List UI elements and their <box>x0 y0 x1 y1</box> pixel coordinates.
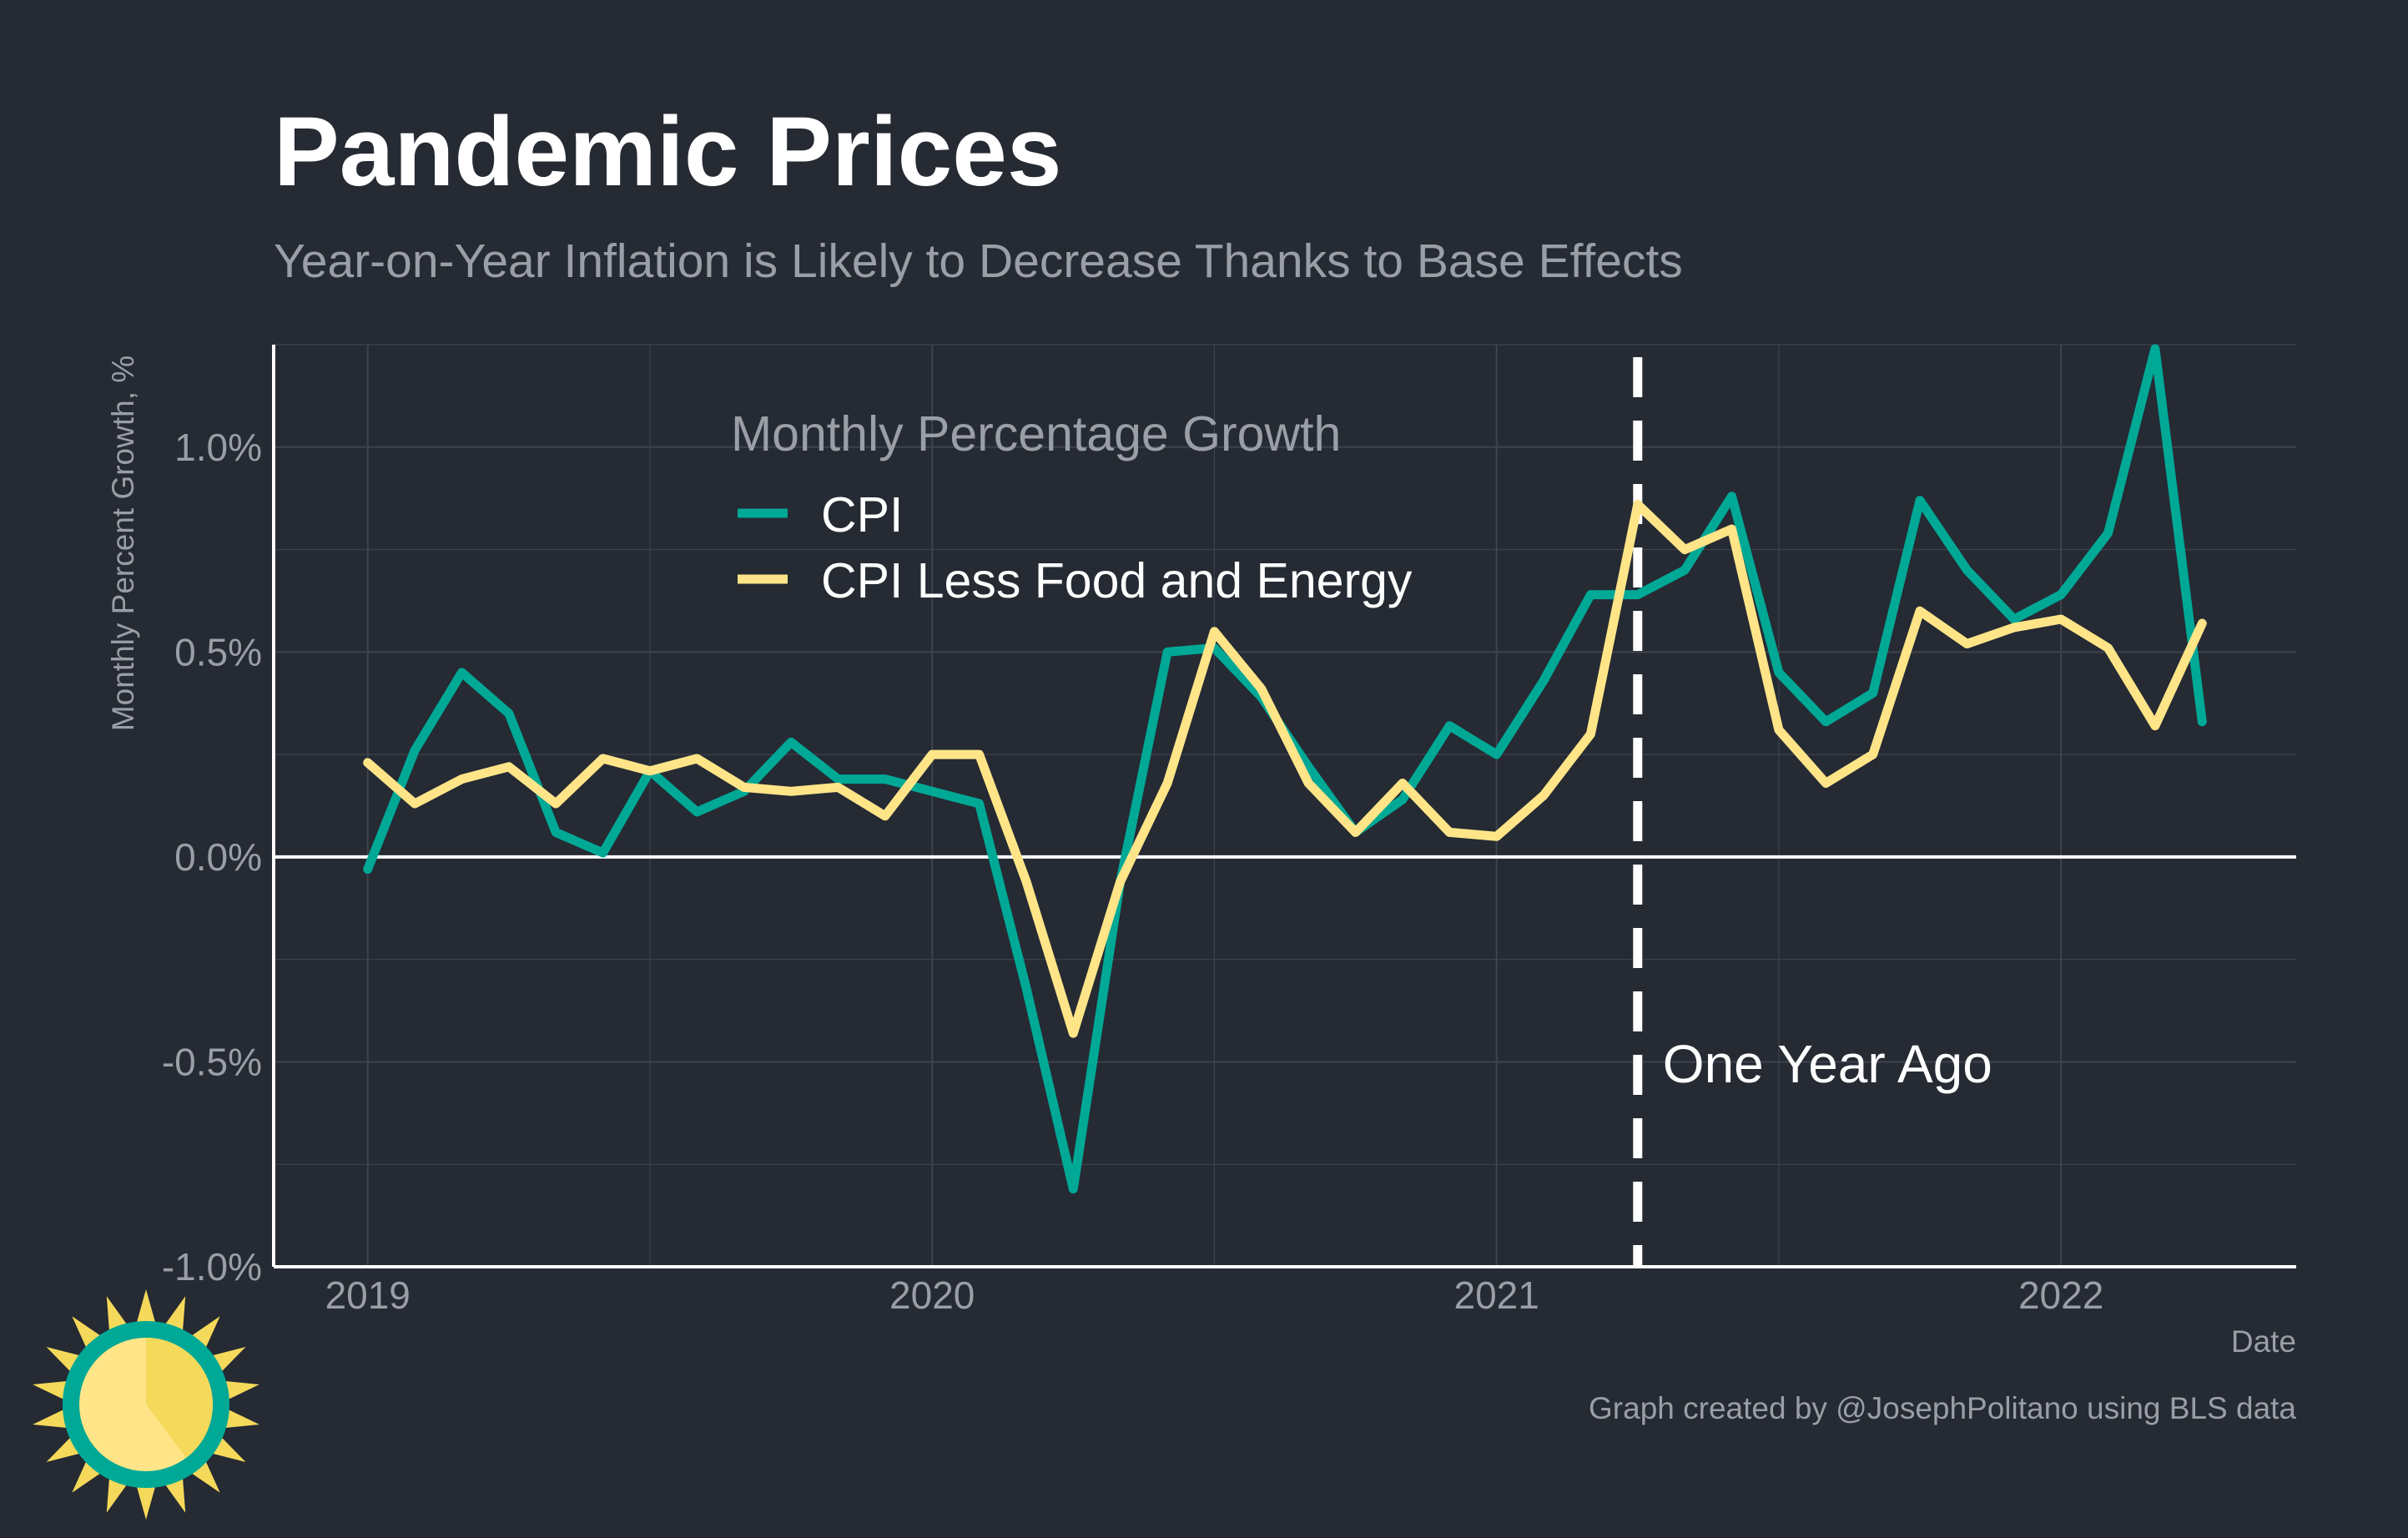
y-ticks: -1.0% -0.5% 0.0% 0.5% 1.0% <box>162 426 262 1288</box>
x-ticks: 2019 2020 2021 2022 <box>325 1273 2104 1317</box>
credit-text: Graph created by @JosephPolitano using B… <box>1589 1391 2296 1425</box>
legend-label-core: CPI Less Food and Energy <box>821 553 1413 608</box>
chart-subtitle: Year-on-Year Inflation is Likely to Decr… <box>274 234 1683 288</box>
grid <box>274 344 2296 1267</box>
x-tick-label: 2019 <box>325 1273 411 1317</box>
annotation-label: One Year Ago <box>1663 1034 1992 1094</box>
sun-logo-icon <box>33 1289 259 1520</box>
x-tick-label: 2021 <box>1454 1273 1539 1317</box>
x-tick-label: 2020 <box>889 1273 975 1317</box>
legend-title: Monthly Percentage Growth <box>731 406 1341 461</box>
series-lines <box>363 344 2207 1194</box>
series-line-core <box>363 500 2207 1038</box>
x-tick-label: 2022 <box>2018 1273 2103 1317</box>
y-axis-label: Monthly Percent Growth, % <box>106 356 140 731</box>
chart-title: Pandemic Prices <box>274 97 1062 207</box>
logo-sun-shade <box>146 1338 213 1458</box>
x-axis-label: Date <box>2231 1324 2296 1359</box>
axes <box>272 345 2296 1268</box>
y-tick-label: -0.5% <box>162 1040 262 1083</box>
y-tick-label: -1.0% <box>162 1245 262 1288</box>
y-tick-label: 0.0% <box>174 835 262 879</box>
y-tick-label: 0.5% <box>174 630 262 673</box>
legend-label-cpi: CPI <box>821 487 903 542</box>
legend: Monthly Percentage Growth CPI CPI Less F… <box>731 406 1413 608</box>
y-tick-label: 1.0% <box>174 426 262 469</box>
